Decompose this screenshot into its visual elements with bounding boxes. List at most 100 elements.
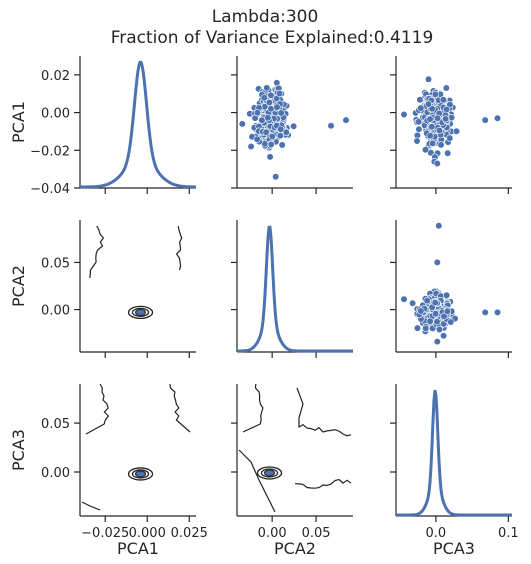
scatter-point-outlier xyxy=(482,309,489,316)
scatter-point-outlier xyxy=(482,117,489,124)
y-axis-label: PCA2 xyxy=(9,265,28,307)
kde-outer-contour xyxy=(170,384,190,432)
scatter-point xyxy=(443,106,450,113)
scatter-point xyxy=(414,138,421,145)
scatter-point-outlier xyxy=(434,259,441,266)
chart-title-line2: Fraction of Variance Explained:0.4119 xyxy=(111,28,434,48)
kde-curve xyxy=(80,62,196,187)
scatter-point xyxy=(418,105,425,112)
chart-title-line1: Lambda:300 xyxy=(212,7,319,27)
y-tick-label: 0.05 xyxy=(41,256,70,271)
kde-curve xyxy=(237,227,353,351)
x-axis-label: PCA2 xyxy=(274,539,316,558)
scatter-point xyxy=(254,110,261,117)
scatter-point xyxy=(265,115,272,122)
panel-pca2-vs-pca1: 0.00 0.05 PCA2 xyxy=(9,220,196,358)
scatter-point-outlier xyxy=(434,160,441,167)
y-tick-label: 0.02 xyxy=(41,69,70,84)
kde-contour-core xyxy=(265,470,275,476)
scatter-point xyxy=(448,319,455,326)
scatter-point xyxy=(432,91,439,98)
x-axis-label: PCA1 xyxy=(117,539,159,558)
scatter-point xyxy=(427,116,434,123)
scatter-point xyxy=(276,90,283,97)
kde-contour-core xyxy=(136,471,146,477)
scatter-point xyxy=(422,325,429,332)
scatter-point xyxy=(429,140,436,147)
scatter-point-outlier xyxy=(239,121,246,128)
scatter-point xyxy=(436,326,443,333)
scatter-point xyxy=(434,115,441,122)
scatter-point xyxy=(268,105,275,112)
x-tick-label: 0.025 xyxy=(171,526,208,541)
scatter-point-outlier xyxy=(248,143,255,150)
scatter-point xyxy=(432,299,439,306)
y-tick-label: 0.00 xyxy=(41,304,70,319)
scatter-point xyxy=(264,85,271,92)
y-tick-label: 0.00 xyxy=(41,466,70,481)
scatter-point-outlier xyxy=(434,338,441,345)
scatter-point xyxy=(443,292,450,299)
x-tick-label: 0.1 xyxy=(498,526,519,541)
kde-outer-contour xyxy=(297,388,351,436)
scatter-point xyxy=(417,96,424,103)
panel-pca1-vs-pca3 xyxy=(390,56,512,194)
scatter-point-outlier xyxy=(494,309,501,316)
y-tick-label: 0.00 xyxy=(41,107,70,122)
y-tick-label: −0.04 xyxy=(30,182,70,197)
kde-outer-contour xyxy=(239,450,275,512)
panel-pca2-vs-pca2 xyxy=(231,220,353,358)
scatter-point xyxy=(416,126,423,133)
y-axis-label: PCA3 xyxy=(9,429,28,471)
scatter-point xyxy=(269,133,276,140)
scatter-point xyxy=(440,96,447,103)
scatter-point-outlier xyxy=(343,117,350,124)
panel-grid: −0.04−0.020.000.02PCA10.000.05PCA20.000.… xyxy=(9,56,519,558)
scatter-point xyxy=(443,85,450,92)
scatter-point-outlier xyxy=(436,222,443,229)
panel-pca1-vs-pca1: −0.04 −0.02 0.00 0.02 PCA1 xyxy=(9,56,196,197)
kde-outer-contour xyxy=(86,384,108,434)
scatter-point xyxy=(263,129,270,136)
x-axis-label: PCA3 xyxy=(433,539,475,558)
y-axis-label: PCA1 xyxy=(9,101,28,143)
scatter-point xyxy=(418,308,425,315)
scatter-point xyxy=(436,127,443,134)
scatter-point xyxy=(409,300,416,307)
panel-pca3-vs-pca1: 0.000.05−0.025 0.000 0.025PCA3PCA1 xyxy=(9,384,208,558)
scatter-point xyxy=(274,104,281,111)
y-tick-label: 0.05 xyxy=(41,417,70,432)
scatter-point xyxy=(434,318,441,325)
panel-pca2-vs-pca3 xyxy=(390,220,512,358)
scatter-point xyxy=(277,126,284,133)
scatter-point xyxy=(279,142,286,149)
scatter-point xyxy=(259,117,266,124)
scatter-point xyxy=(278,110,285,117)
kde-contour-core xyxy=(136,309,146,315)
scatter-point xyxy=(422,147,429,154)
scatter-point xyxy=(277,132,284,139)
scatter-point-outlier xyxy=(272,173,279,180)
scatter-point xyxy=(266,99,273,106)
scatter-point xyxy=(429,123,436,130)
panel-pca3-vs-pca3: 0.0 0.1 PCA3 xyxy=(390,384,519,558)
scatter-point xyxy=(268,141,275,148)
scatter-point xyxy=(453,128,460,135)
scatter-point xyxy=(261,95,268,102)
y-tick-label: −0.02 xyxy=(30,144,70,159)
scatter-point xyxy=(254,136,261,143)
kde-outer-contour xyxy=(295,480,351,489)
kde-outer-contour xyxy=(90,226,104,278)
kde-outer-contour xyxy=(82,502,100,510)
kde-outer-contour xyxy=(243,384,263,432)
scatter-point xyxy=(442,116,449,123)
scatter-point xyxy=(414,325,421,332)
panel-pca1-vs-pca2 xyxy=(231,56,353,194)
scatter-point-outlier xyxy=(401,111,408,118)
scatter-point xyxy=(432,311,439,318)
scatter-point xyxy=(425,76,432,83)
scatter-point xyxy=(444,308,451,315)
scatter-point xyxy=(267,154,274,161)
